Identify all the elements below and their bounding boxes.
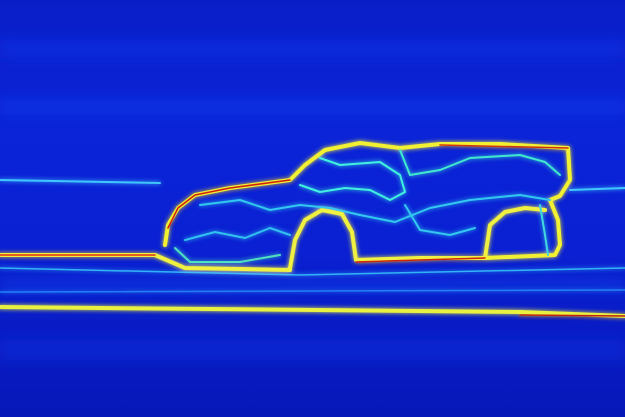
car-detail	[404, 204, 476, 236]
car-detail	[199, 194, 551, 223]
car-outline	[167, 179, 291, 229]
car-detail	[184, 227, 291, 241]
edge-line	[519, 314, 625, 317]
edge-line	[0, 267, 625, 276]
car-detail	[539, 204, 549, 256]
car-outline	[439, 144, 569, 149]
background-streaks	[0, 40, 625, 360]
edge-line	[569, 187, 625, 191]
wheel-arch	[288, 206, 547, 270]
edge-line	[0, 289, 625, 293]
edges	[0, 141, 625, 318]
car-detail	[399, 149, 561, 176]
edge-line	[0, 305, 625, 318]
car-detail	[299, 157, 406, 201]
edge-line	[0, 179, 161, 184]
car-detail	[174, 247, 281, 263]
wheel-arch	[355, 257, 486, 263]
